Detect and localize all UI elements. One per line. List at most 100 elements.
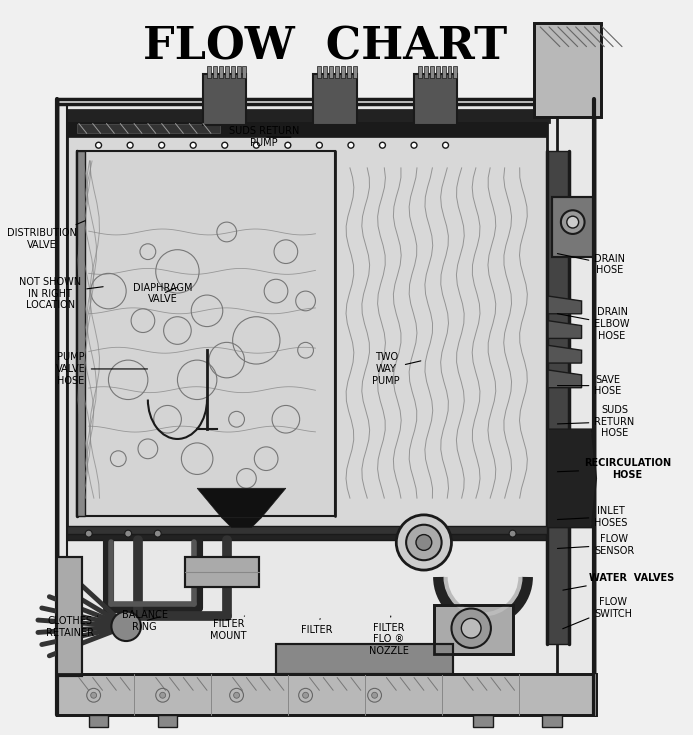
Circle shape: [462, 618, 481, 638]
Circle shape: [406, 525, 441, 560]
Bar: [453, 66, 457, 78]
Bar: [236, 66, 240, 78]
Circle shape: [222, 143, 228, 148]
Bar: [225, 66, 229, 78]
Circle shape: [159, 143, 165, 148]
Bar: [534, 23, 602, 117]
Bar: [414, 74, 457, 126]
Text: PUMP
VALVE
HOSE: PUMP VALVE HOSE: [56, 352, 148, 386]
Bar: [185, 557, 259, 587]
Bar: [547, 151, 569, 644]
Bar: [552, 198, 593, 257]
Bar: [424, 66, 428, 78]
Circle shape: [317, 143, 322, 148]
Text: DRAIN
ELBOW
HOSE: DRAIN ELBOW HOSE: [557, 307, 630, 340]
Bar: [213, 66, 217, 78]
Bar: [231, 66, 235, 78]
Bar: [67, 528, 547, 539]
Circle shape: [396, 515, 451, 570]
Text: SUDS
RETURN
HOSE: SUDS RETURN HOSE: [557, 405, 635, 439]
Circle shape: [155, 530, 161, 537]
Text: FLOW  CHART: FLOW CHART: [143, 25, 507, 68]
Text: SAVE
HOSE: SAVE HOSE: [557, 375, 622, 396]
Bar: [67, 121, 547, 137]
Circle shape: [85, 530, 92, 537]
Circle shape: [411, 143, 417, 148]
Polygon shape: [548, 345, 581, 363]
Bar: [58, 557, 82, 675]
Polygon shape: [548, 370, 581, 387]
Text: DIAPHRAGM
VALVE: DIAPHRAGM VALVE: [133, 283, 193, 304]
Bar: [430, 66, 434, 78]
Bar: [67, 109, 550, 123]
Bar: [324, 66, 327, 78]
Circle shape: [416, 534, 432, 551]
Bar: [347, 66, 351, 78]
Circle shape: [125, 530, 132, 537]
Bar: [58, 557, 82, 675]
Circle shape: [159, 692, 166, 698]
Circle shape: [371, 692, 378, 698]
Circle shape: [509, 530, 516, 537]
Text: FLOW
SWITCH: FLOW SWITCH: [563, 598, 632, 628]
Bar: [335, 66, 339, 78]
Text: FLOW
SENSOR: FLOW SENSOR: [557, 534, 635, 556]
Bar: [353, 66, 357, 78]
Circle shape: [285, 143, 291, 148]
Bar: [434, 605, 513, 654]
Circle shape: [440, 530, 447, 537]
Circle shape: [96, 143, 102, 148]
Text: FILTER
FLO ®
NOZZLE: FILTER FLO ® NOZZLE: [369, 616, 409, 656]
Bar: [276, 644, 453, 673]
Circle shape: [234, 692, 240, 698]
Bar: [58, 673, 597, 715]
Circle shape: [410, 530, 417, 537]
Polygon shape: [548, 320, 581, 338]
Text: NOT SHOWN
IN RIGHT
LOCATION: NOT SHOWN IN RIGHT LOCATION: [19, 277, 103, 310]
Polygon shape: [547, 429, 597, 528]
Circle shape: [561, 210, 585, 234]
Circle shape: [303, 692, 308, 698]
Bar: [418, 66, 422, 78]
Bar: [219, 66, 222, 78]
Bar: [448, 66, 451, 78]
Circle shape: [348, 143, 354, 148]
Bar: [89, 715, 108, 727]
Text: CLOTHES
RETAINER: CLOTHES RETAINER: [46, 616, 98, 638]
Text: INLET
HOSES: INLET HOSES: [557, 506, 628, 528]
Bar: [158, 715, 177, 727]
Bar: [207, 66, 211, 78]
Circle shape: [127, 143, 133, 148]
Bar: [67, 121, 547, 528]
Text: RECIRCULATION
HOSE: RECIRCULATION HOSE: [557, 458, 672, 480]
Text: DISTRIBUTION
VALVE: DISTRIBUTION VALVE: [7, 220, 85, 250]
Bar: [341, 66, 345, 78]
Bar: [552, 198, 593, 257]
Circle shape: [380, 143, 385, 148]
Bar: [185, 557, 259, 587]
Bar: [542, 715, 562, 727]
Bar: [203, 74, 247, 126]
Bar: [243, 66, 247, 78]
Circle shape: [254, 143, 259, 148]
Circle shape: [451, 609, 491, 648]
Circle shape: [443, 143, 448, 148]
Bar: [77, 151, 85, 516]
Text: WATER  VALVES: WATER VALVES: [563, 573, 674, 590]
Text: DRAIN
HOSE: DRAIN HOSE: [557, 254, 625, 276]
Bar: [317, 66, 322, 78]
Text: TWO
WAY
PUMP: TWO WAY PUMP: [372, 352, 421, 386]
Bar: [77, 123, 220, 133]
Text: FILTER
MOUNT: FILTER MOUNT: [211, 616, 247, 641]
Bar: [67, 526, 547, 534]
Polygon shape: [222, 518, 261, 528]
Bar: [434, 605, 513, 654]
Bar: [77, 151, 335, 516]
Circle shape: [112, 612, 141, 641]
Circle shape: [567, 216, 579, 228]
Bar: [58, 99, 595, 690]
Bar: [313, 74, 357, 126]
Circle shape: [91, 692, 96, 698]
Text: SUDS RETURN
PUMP: SUDS RETURN PUMP: [229, 126, 299, 148]
Text: FILTER: FILTER: [301, 619, 332, 635]
